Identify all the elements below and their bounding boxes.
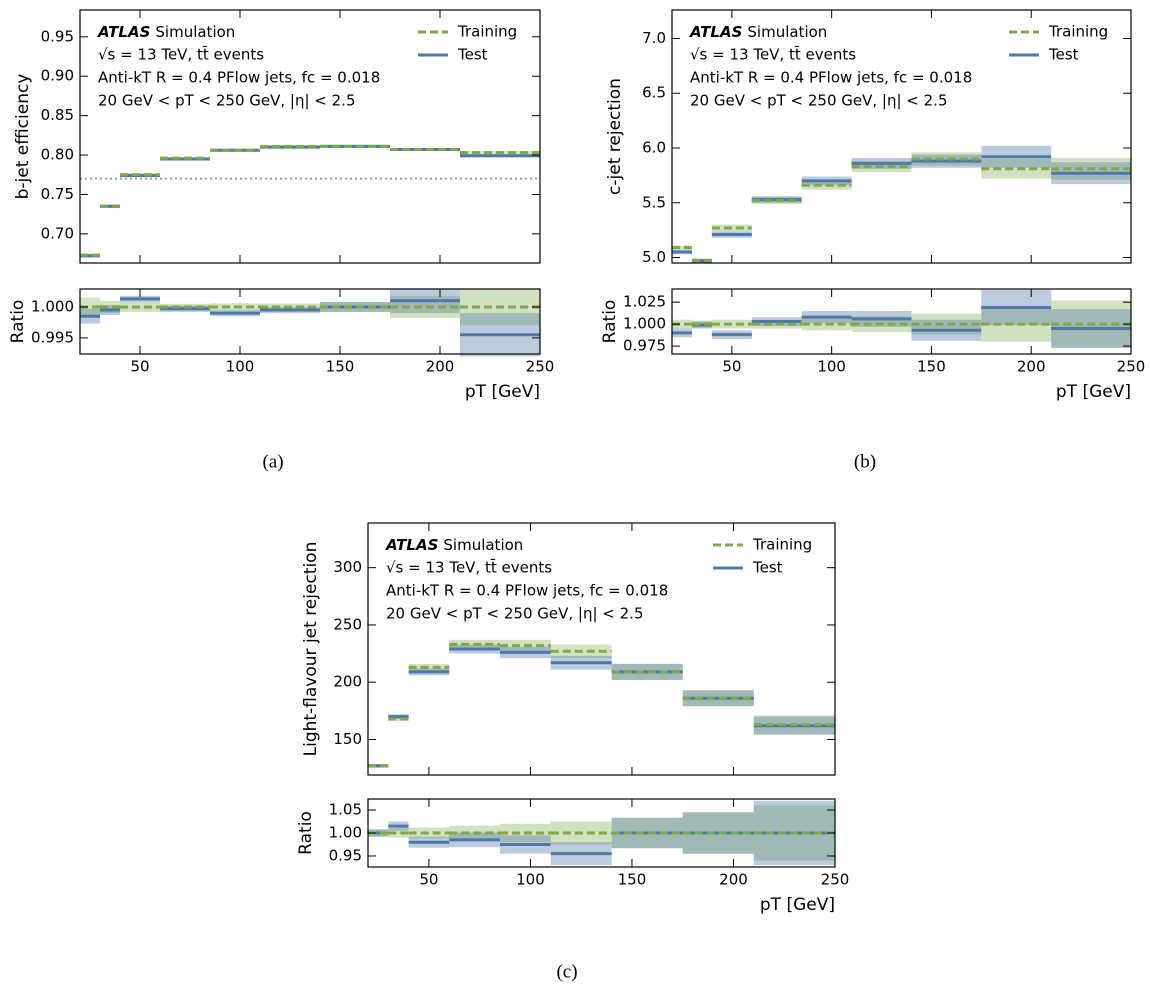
experiment: ATLAS (689, 23, 742, 41)
y-axis-label: b-jet efficiency (13, 74, 33, 200)
experiment: ATLAS (97, 23, 150, 41)
y-tick-label: 1.00 (329, 824, 362, 842)
y-tick-label: 1.025 (623, 293, 666, 311)
legend-label: Training (752, 536, 812, 554)
legend-label: Test (457, 46, 488, 64)
y-tick-label: 0.75 (41, 185, 74, 203)
y-axis-label: Light-flavour jet rejection (301, 542, 321, 757)
experiment-label: ATLAS Simulation (97, 23, 235, 41)
error-band (672, 319, 692, 329)
caption: (a) (262, 451, 283, 472)
y-axis-label: Ratio (8, 300, 28, 344)
y-tick-label: 6.5 (642, 84, 666, 102)
y-tick-label: 300 (333, 558, 362, 576)
x-tick-label: 50 (130, 358, 149, 376)
error-band (388, 716, 409, 722)
x-tick-label: 50 (722, 358, 741, 376)
legend-label: Training (1048, 23, 1108, 41)
experiment-label: ATLAS Simulation (385, 536, 523, 554)
y-tick-label: 0.90 (41, 67, 74, 85)
annotation: √s = 13 TeV, tt̄ events (690, 45, 856, 64)
annotation: Anti-kT R = 0.4 PFlow jets, fc = 0.018 (386, 582, 668, 600)
y-tick-label: 7.0 (642, 29, 666, 47)
x-tick-label: 50 (419, 871, 438, 889)
error-band (981, 306, 1052, 342)
x-tick-label: 250 (821, 871, 850, 889)
y-tick-label: 0.995 (31, 328, 74, 346)
y-tick-label: 0.95 (41, 27, 74, 45)
legend-label: Training (457, 23, 517, 41)
y-tick-label: 5.5 (642, 193, 666, 211)
x-tick-label: 250 (526, 358, 555, 376)
y-tick-label: 150 (333, 730, 362, 748)
error-band (408, 827, 450, 839)
error-band (408, 663, 450, 671)
x-tick-label: 150 (618, 871, 647, 889)
y-axis-label: Ratio (600, 300, 620, 344)
y-axis-label: Ratio (296, 811, 316, 855)
axes-frame (671, 288, 1132, 355)
annotation: √s = 13 TeV, tt̄ events (98, 45, 264, 64)
axes-frame (367, 522, 836, 776)
error-band (672, 245, 692, 250)
x-tick-label: 200 (1017, 358, 1046, 376)
annotation: √s = 13 TeV, tt̄ events (386, 558, 552, 577)
y-tick-label: 200 (333, 673, 362, 691)
y-tick-label: 0.80 (41, 146, 74, 164)
x-axis-label: pT [GeV] (760, 895, 835, 915)
x-tick-label: 150 (917, 358, 946, 376)
x-tick-label: 100 (817, 358, 846, 376)
y-tick-label: 250 (333, 615, 362, 633)
legend-label: Test (1048, 46, 1079, 64)
axes-frame (79, 9, 541, 264)
x-tick-label: 100 (516, 871, 545, 889)
annotation: 20 GeV < pT < 250 GeV, |η| < 2.5 (98, 92, 355, 110)
y-axis-label: c-jet rejection (605, 78, 625, 195)
x-tick-label: 250 (1117, 358, 1146, 376)
x-tick-label: 200 (426, 358, 455, 376)
legend-label: Test (752, 559, 783, 577)
y-tick-label: 5.0 (642, 248, 666, 266)
y-tick-label: 0.70 (41, 224, 74, 242)
x-tick-label: 150 (326, 358, 355, 376)
y-tick-label: 0.95 (329, 846, 362, 864)
status: Simulation (443, 536, 523, 554)
status: Simulation (747, 23, 827, 41)
error-band (80, 297, 100, 317)
x-axis-label: pT [GeV] (1056, 382, 1131, 402)
y-tick-label: 0.85 (41, 106, 74, 124)
axes-frame (79, 288, 541, 355)
caption: (c) (556, 961, 577, 982)
experiment: ATLAS (385, 536, 438, 554)
annotation: 20 GeV < pT < 250 GeV, |η| < 2.5 (386, 605, 643, 623)
y-tick-label: 1.000 (623, 315, 666, 333)
annotation: Anti-kT R = 0.4 PFlow jets, fc = 0.018 (98, 69, 380, 87)
axes-frame (671, 9, 1132, 264)
y-tick-label: 1.000 (31, 297, 74, 315)
error-band (981, 158, 1052, 179)
x-tick-label: 200 (719, 871, 748, 889)
caption: (b) (854, 451, 876, 472)
y-tick-label: 1.05 (329, 801, 362, 819)
experiment-label: ATLAS Simulation (689, 23, 827, 41)
status: Simulation (155, 23, 235, 41)
x-axis-label: pT [GeV] (465, 382, 540, 402)
x-tick-label: 100 (226, 358, 255, 376)
error-band (388, 828, 409, 838)
annotation: 20 GeV < pT < 250 GeV, |η| < 2.5 (690, 92, 947, 110)
annotation: Anti-kT R = 0.4 PFlow jets, fc = 0.018 (690, 69, 972, 87)
y-tick-label: 0.975 (623, 337, 666, 355)
y-tick-label: 6.0 (642, 139, 666, 157)
